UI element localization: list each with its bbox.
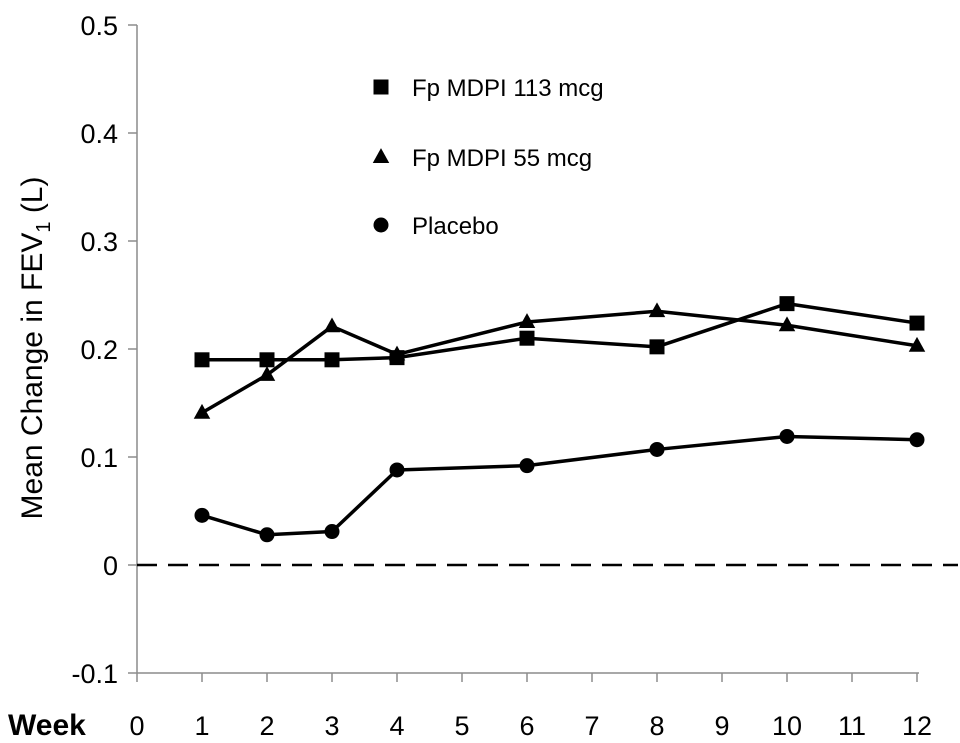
series-line — [202, 301, 918, 362]
y-tick-label: 0.5 — [80, 11, 118, 41]
x-tick-label: 8 — [649, 711, 664, 741]
square-marker — [779, 296, 795, 312]
circle-marker — [324, 524, 340, 540]
x-tick-label: 1 — [194, 711, 209, 741]
x-tick-label: 6 — [519, 711, 534, 741]
triangle-marker — [193, 403, 211, 419]
x-tick-label: 3 — [324, 711, 339, 741]
triangle-marker — [388, 345, 406, 361]
x-tick-label: 7 — [584, 711, 599, 741]
x-tick-label: 11 — [838, 711, 866, 741]
square-marker — [194, 352, 210, 368]
x-tick-label: 4 — [389, 711, 404, 741]
triangle-marker — [323, 317, 341, 333]
y-axis-label: Mean Change in FEV1 (L) — [16, 177, 55, 520]
legend-item: Fp MDPI 55 mcg — [372, 145, 592, 172]
series-circle — [194, 428, 925, 543]
triangle-marker — [372, 148, 390, 163]
triangle-marker — [258, 366, 276, 381]
y-axis-label-main: Mean Change in FEV — [16, 233, 49, 520]
legend-label: Fp MDPI 113 mcg — [412, 75, 604, 102]
legend-item: Placebo — [373, 213, 499, 240]
circle-marker — [373, 217, 389, 233]
circle-marker — [259, 527, 275, 543]
square-marker — [909, 315, 925, 331]
square-marker — [519, 330, 535, 346]
triangle-marker — [908, 336, 926, 352]
triangle-marker — [648, 302, 666, 318]
y-tick-label: -0.1 — [71, 659, 118, 689]
circle-marker — [909, 432, 925, 448]
square-marker — [373, 79, 389, 95]
triangle-marker — [518, 313, 536, 328]
x-tick-label: 5 — [454, 711, 469, 741]
circle-marker — [519, 458, 535, 474]
x-tick-label: 2 — [259, 711, 274, 741]
square-marker — [649, 339, 665, 355]
axes: -0.100.10.20.30.40.50 1 2 3 4 5 6 7 8 9 10 11 12 — [71, 11, 958, 741]
square-marker — [324, 352, 340, 368]
series-triangle — [193, 302, 926, 419]
y-axis-label-subscript: 1 — [33, 222, 55, 233]
series-square — [194, 296, 925, 368]
legend-item: Fp MDPI 113 mcg — [373, 75, 604, 102]
circle-marker — [389, 462, 405, 478]
x-tick-label: 12 — [902, 711, 932, 741]
series-layer — [193, 296, 926, 543]
series-line — [201, 309, 918, 415]
triangle-marker — [778, 316, 796, 332]
legend-label: Placebo — [412, 213, 499, 240]
x-axis-label: Week — [8, 709, 86, 742]
y-tick-label: 0.4 — [80, 119, 118, 149]
y-axis-label-suffix: (L) — [16, 177, 49, 222]
circle-marker — [194, 507, 210, 523]
legend-label: Fp MDPI 55 mcg — [412, 145, 592, 172]
series-line — [201, 434, 918, 537]
y-tick-label: 0 — [103, 551, 118, 581]
y-tick-label: 0.3 — [80, 227, 118, 257]
y-tick-label: 0.1 — [80, 443, 118, 473]
x-tick-label: 0 — [129, 711, 144, 741]
legend: Fp MDPI 113 mcg Fp MDPI 55 mcg Placebo — [372, 75, 604, 240]
y-tick-label: 0.2 — [80, 335, 118, 365]
square-marker — [259, 352, 275, 368]
circle-marker — [649, 441, 665, 457]
x-tick-label: 9 — [714, 711, 729, 741]
x-tick-label: 10 — [772, 711, 802, 741]
circle-marker — [779, 428, 795, 444]
